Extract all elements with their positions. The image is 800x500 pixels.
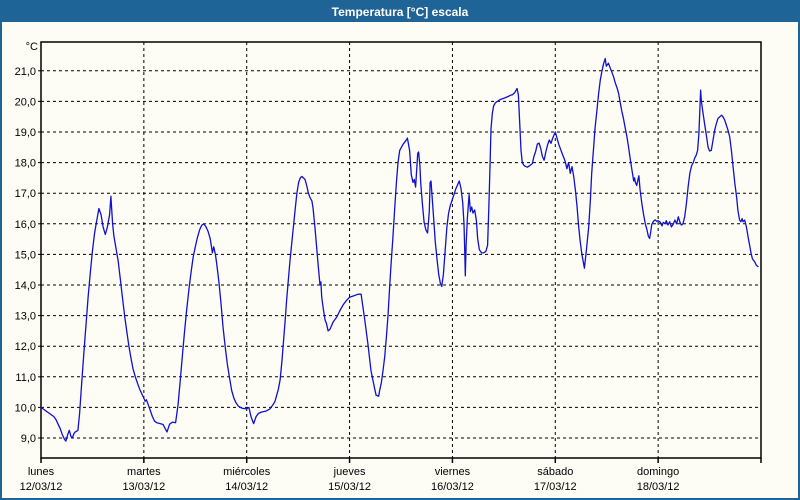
x-axis-date-label: 12/03/12	[20, 481, 63, 493]
x-axis-date-label: 16/03/12	[431, 481, 474, 493]
y-axis-tick-label: 18,0	[15, 158, 36, 170]
x-axis-date-label: 13/03/12	[122, 481, 165, 493]
plot-border	[40, 41, 762, 459]
window-title: Temperatura [°C] escala	[331, 5, 469, 19]
title-bar[interactable]: Temperatura [°C] escala	[2, 2, 798, 22]
y-axis-tick-label: 12,0	[15, 341, 36, 353]
y-axis-tick-label: 13,0	[15, 311, 36, 323]
y-axis-tick-label: 10,0	[15, 402, 36, 414]
y-axis-tick-label: 9,0	[21, 433, 36, 445]
y-axis-tick-label: 16,0	[15, 219, 36, 231]
x-axis-date-label: 14/03/12	[225, 481, 268, 493]
x-axis-day-label: viernes	[435, 466, 471, 478]
y-axis-tick-label: 17,0	[15, 188, 36, 200]
x-axis-day-label: martes	[127, 466, 161, 478]
x-axis-day-label: jueves	[333, 466, 366, 478]
chart-area: 21,0 20,0 19,0 18,0 17,0 16,0 15,0 14,0 13,0 12,0…	[2, 22, 798, 498]
temperature-series-line	[40, 57, 759, 442]
temperature-chart-canvas: 21,0 20,0 19,0 18,0 17,0 16,0 15,0 14,0 13,0 12,0…	[15, 41, 762, 493]
x-axis-date-label: 17/03/12	[534, 481, 577, 493]
y-axis-tick-label: 15,0	[15, 249, 36, 261]
x-axis-date-label: 18/03/12	[637, 481, 680, 493]
y-axis-tick-label: 21,0	[15, 66, 36, 78]
y-axis-unit-label: °C	[26, 41, 38, 53]
y-axis-tick-label: 11,0	[15, 372, 36, 384]
y-axis-tick-label: 19,0	[15, 127, 36, 139]
x-axis-day-label: miércoles	[223, 466, 271, 478]
y-axis-tick-label: 14,0	[15, 280, 36, 292]
x-axis-day-label: domingo	[637, 466, 679, 478]
y-axis-tick-label: 20,0	[15, 96, 36, 108]
x-axis-day-label: lunes	[28, 466, 55, 478]
x-axis-day-label: sábado	[537, 466, 573, 478]
x-axis-date-label: 15/03/12	[328, 481, 371, 493]
